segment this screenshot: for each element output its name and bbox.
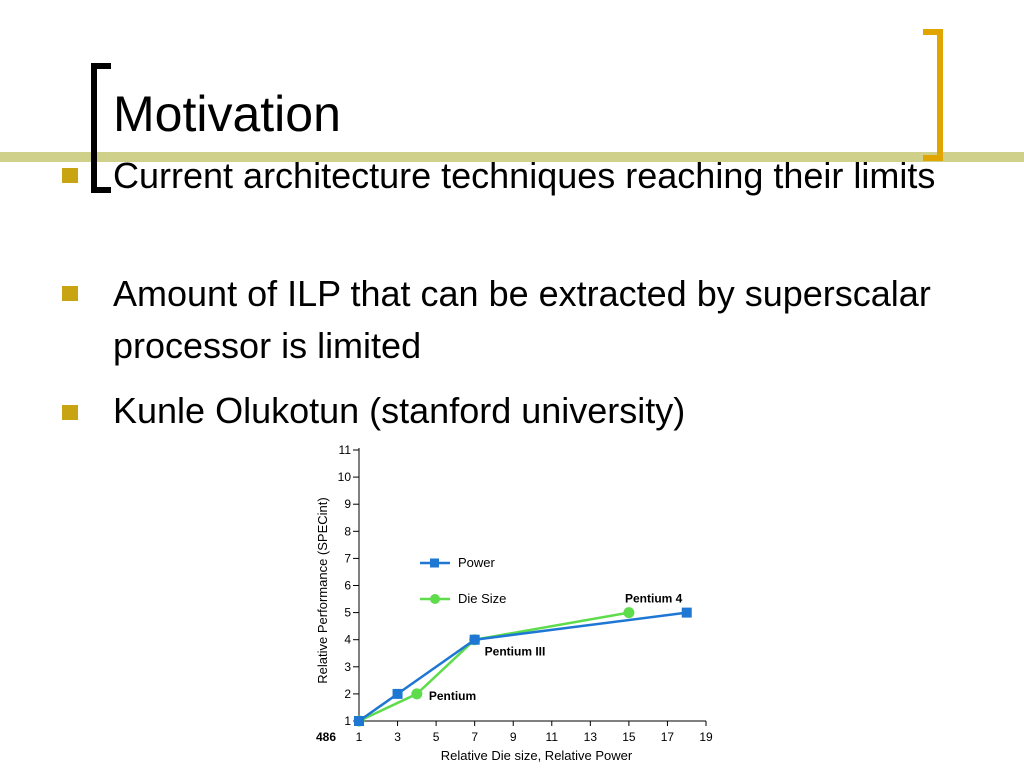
slide-title: Motivation (113, 86, 341, 142)
series-line-die-size (358, 611, 630, 723)
data-point-power (469, 634, 480, 645)
data-point-die-size (623, 607, 635, 619)
legend-marker-circle-icon (430, 594, 440, 604)
point-annotation: Pentium (429, 689, 476, 703)
square-bullet-icon (62, 405, 78, 420)
bullet-text: Current architecture techniques reaching… (113, 155, 936, 196)
data-point-power (681, 607, 692, 618)
point-annotation: Pentium III (485, 645, 546, 659)
x-tick-label: 15 (622, 730, 636, 744)
x-tick-label: 3 (394, 730, 401, 744)
left-bracket-decoration (91, 63, 111, 193)
series-line-power (358, 611, 687, 723)
y-axis-label: Relative Performance (SPECint) (315, 497, 330, 683)
right-bracket-decoration (923, 29, 943, 161)
x-tick-label: 19 (699, 730, 713, 744)
x-tick-label: 9 (510, 730, 517, 744)
legend-label: Die Size (458, 591, 506, 606)
title-accent-bar (0, 152, 1024, 162)
legend-marker-square-icon (430, 558, 439, 568)
y-tick-label: 4 (344, 633, 351, 647)
x-tick-label: 11 (546, 730, 559, 744)
y-tick-label: 10 (338, 470, 352, 484)
point-annotation: Pentium 4 (625, 592, 683, 606)
y-tick-label: 3 (344, 660, 351, 674)
bullet-text: Kunle Olukotun (stanford university) (113, 390, 686, 431)
data-point-die-size (411, 688, 423, 700)
x-tick-label: 7 (471, 730, 478, 744)
y-tick-label: 2 (344, 687, 351, 701)
x-tick-label: 17 (661, 730, 675, 744)
y-tick-label: 11 (339, 443, 352, 457)
x-tick-label: 1 (356, 730, 363, 744)
square-bullet-icon (62, 286, 78, 301)
square-bullet-icon (62, 168, 78, 183)
y-tick-label: 1 (344, 714, 351, 728)
y-tick-label: 8 (344, 524, 351, 538)
data-point-power (392, 688, 403, 699)
y-tick-label: 5 (344, 606, 351, 620)
x-tick-label: 5 (433, 730, 440, 744)
x-origin-label: 486 (316, 730, 336, 744)
bullet-text: Amount of ILP that can be extracted by s… (113, 273, 931, 366)
data-point-power (354, 716, 364, 726)
x-axis-label: Relative Die size, Relative Power (441, 748, 633, 763)
y-tick-label: 7 (344, 551, 351, 565)
y-tick-label: 9 (344, 497, 351, 511)
y-tick-label: 6 (344, 579, 351, 593)
legend-label: Power (458, 555, 496, 570)
x-tick-label: 13 (584, 730, 598, 744)
